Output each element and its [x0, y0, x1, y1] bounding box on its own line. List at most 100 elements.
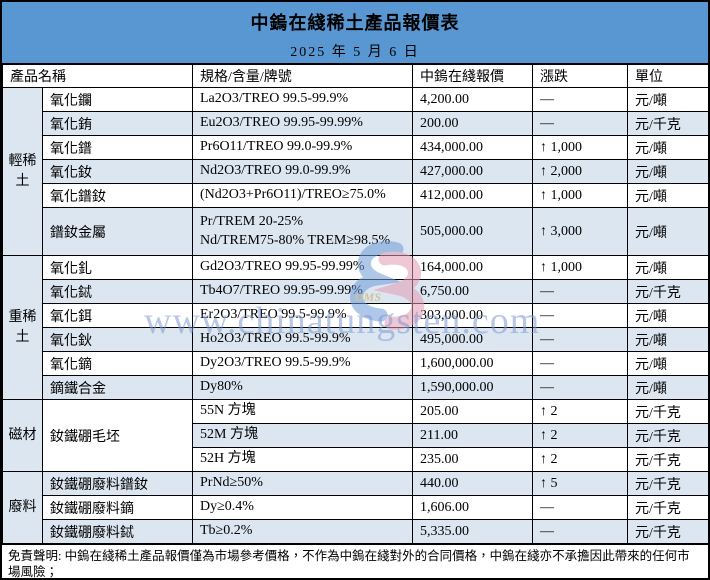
col-header-quote: 中鎢在綫報價	[412, 64, 533, 88]
price-unit: 元/噸	[627, 375, 708, 400]
price-change: —	[532, 87, 628, 112]
product-spec: Gd2O3/TREO 99.95-99.99%	[192, 255, 413, 280]
price-unit: 元/千克	[627, 399, 708, 424]
price-change: —	[532, 279, 628, 304]
price-unit: 元/噸	[627, 351, 708, 376]
table-row: 氧化鋱 Tb4O7/TREO 99.95-99.99% 6,750.00— 元/千克	[3, 279, 708, 304]
product-spec: Tb≥0.2%	[192, 519, 413, 544]
table-row: 52H 方塊 235.00 ↑ 2 元/千克	[3, 447, 708, 472]
product-name: 釹鐵硼廢料鋱	[42, 519, 193, 544]
section-label: 重稀土	[2, 255, 43, 400]
quote-date: 2025 年 5 月 6 日	[290, 45, 420, 60]
product-name: 釹鐵硼廢料鐠釹	[42, 471, 193, 496]
product-name: 氧化鐠釹	[42, 183, 193, 208]
product-spec: 52H 方塊	[192, 447, 413, 472]
quote-price: 495,000.00	[412, 327, 533, 352]
price-unit: 元/千克	[627, 423, 708, 448]
price-change: —	[532, 519, 628, 544]
product-spec: Eu2O3/TREO 99.95-99.99%	[192, 111, 413, 136]
quote-price: 1,590,000.00	[412, 375, 533, 400]
quote-price: 205.00	[412, 399, 533, 424]
price-table-body: 輕稀土 氧化鑭 La2O3/TREO 99.5-99.9% 4,200.00— 元/噸氧…	[2, 87, 708, 544]
product-spec: (Nd2O3+Pr6O11)/TREO≥75.0%	[192, 183, 413, 208]
quote-price: 303,000.00	[412, 303, 533, 328]
quote-price: 412,000.00	[412, 183, 533, 208]
product-name: 氧化鑭	[42, 87, 193, 112]
quote-price: 427,000.00	[412, 159, 533, 184]
price-unit: 元/千克	[627, 519, 708, 544]
price-change: ↑ 1,000	[532, 135, 628, 160]
price-table: 產品名稱 規格/含量/牌號 中鎢在綫報價 漲跌 單位 輕稀土 氧化鑭 La2O3/T…	[2, 64, 708, 544]
table-row: 釹鐵硼廢料鏑 Dy≥0.4% 1,606.00— 元/千克	[3, 495, 708, 520]
price-change: —	[532, 375, 628, 400]
product-name: 氧化鈥	[42, 327, 193, 352]
price-unit: 元/噸	[627, 255, 708, 280]
col-header-change: 漲跌	[532, 64, 628, 88]
product-spec: PrNd≥50%	[192, 471, 413, 496]
price-change: ↑ 2	[532, 423, 628, 448]
col-header-unit: 單位	[627, 64, 708, 88]
product-name: 氧化釓	[42, 255, 193, 280]
table-row: 釹鐵硼廢料鋱 Tb≥0.2% 5,335.00— 元/千克	[3, 519, 708, 544]
table-row: 磁材 釹鐵硼毛坯 55N 方塊 205.00 ↑ 2 元/千克	[2, 399, 708, 472]
product-name: 鐠釹金屬	[42, 207, 193, 256]
product-spec: Dy≥0.4%	[192, 495, 413, 520]
quote-price: 440.00	[412, 471, 533, 496]
table-row: 重稀土 氧化釓 Gd2O3/TREO 99.95-99.99% 164,000.00 ↑…	[2, 255, 708, 400]
price-change: —	[532, 495, 628, 520]
table-row: 氧化鐠釹 (Nd2O3+Pr6O11)/TREO≥75.0% 412,000.00 ↑…	[3, 183, 708, 208]
table-row: 鏑鐵合金 Dy80% 1,590,000.00— 元/噸	[3, 375, 708, 400]
table-row: 氧化銪 Eu2O3/TREO 99.95-99.99% 200.00— 元/千克	[3, 111, 708, 136]
product-spec: La2O3/TREO 99.5-99.9%	[192, 87, 413, 112]
product-name: 氧化鐠	[42, 135, 193, 160]
price-unit: 元/噸	[627, 135, 708, 160]
quote-price: 505,000.00	[412, 207, 533, 256]
product-spec: 55N 方塊	[192, 399, 413, 424]
quote-price: 164,000.00	[412, 255, 533, 280]
price-change: ↑ 2	[532, 399, 628, 424]
price-unit: 元/千克	[627, 495, 708, 520]
quote-price: 200.00	[412, 111, 533, 136]
table-header-row: 產品名稱 規格/含量/牌號 中鎢在綫報價 漲跌 單位	[2, 64, 708, 88]
product-name: 氧化鋱	[42, 279, 193, 304]
quote-price: 6,750.00	[412, 279, 533, 304]
quote-price: 211.00	[412, 423, 533, 448]
product-spec: Pr/TREM 20-25% Nd/TREM75-80% TREM≥98.5%	[192, 207, 413, 256]
product-name: 氧化鏑	[42, 351, 193, 376]
product-name: 鏑鐵合金	[42, 375, 193, 400]
table-row: 氧化鉺 Er2O3/TREO 99.5-99.9% 303,000.00— 元/噸	[3, 303, 708, 328]
table-row: 鐠釹金屬 Pr/TREM 20-25% Nd/TREM75-80% TREM≥98…	[3, 207, 708, 256]
table-row: 氧化鐠 Pr6O11/TREO 99.0-99.9% 434,000.00 ↑ 1,0…	[3, 135, 708, 160]
table-row: 輕稀土 氧化鑭 La2O3/TREO 99.5-99.9% 4,200.00— 元/噸	[2, 87, 708, 256]
product-spec: Ho2O3/TREO 99.5-99.9%	[192, 327, 413, 352]
price-unit: 元/噸	[627, 207, 708, 256]
price-change: ↑ 1,000	[532, 183, 628, 208]
product-spec: Pr6O11/TREO 99.0-99.9%	[192, 135, 413, 160]
product-name: 氧化銪	[42, 111, 193, 136]
col-header-product: 產品名稱	[2, 64, 193, 88]
price-unit: 元/噸	[627, 327, 708, 352]
price-change: —	[532, 327, 628, 352]
quote-price: 1,600,000.00	[412, 351, 533, 376]
price-change: —	[532, 351, 628, 376]
table-row: 氧化釹 Nd2O3/TREO 99.0-99.9% 427,000.00 ↑ 2,00…	[3, 159, 708, 184]
quote-price: 4,200.00	[412, 87, 533, 112]
table-row: 氧化鏑 Dy2O3/TREO 99.5-99.9% 1,600,000.00— 元/噸	[3, 351, 708, 376]
price-unit: 元/噸	[627, 159, 708, 184]
disclaimer: 免責聲明: 中鎢在綫稀土產品報價僅為市場參考價格，不作為中鎢在綫對外的合同價格，…	[2, 544, 708, 578]
price-unit: 元/千克	[627, 279, 708, 304]
price-unit: 元/千克	[627, 111, 708, 136]
product-spec: Dy80%	[192, 375, 413, 400]
product-spec: Dy2O3/TREO 99.5-99.9%	[192, 351, 413, 376]
price-unit: 元/千克	[627, 447, 708, 472]
quote-price: 434,000.00	[412, 135, 533, 160]
price-change: ↑ 2,000	[532, 159, 628, 184]
price-change: ↑ 1,000	[532, 255, 628, 280]
page-title: 中鎢在綫稀土產品報價表	[250, 13, 460, 33]
price-unit: 元/噸	[627, 87, 708, 112]
price-change: —	[532, 111, 628, 136]
price-unit: 元/噸	[627, 183, 708, 208]
price-change: ↑ 3,000	[532, 207, 628, 256]
section-label: 廢料	[2, 471, 43, 544]
